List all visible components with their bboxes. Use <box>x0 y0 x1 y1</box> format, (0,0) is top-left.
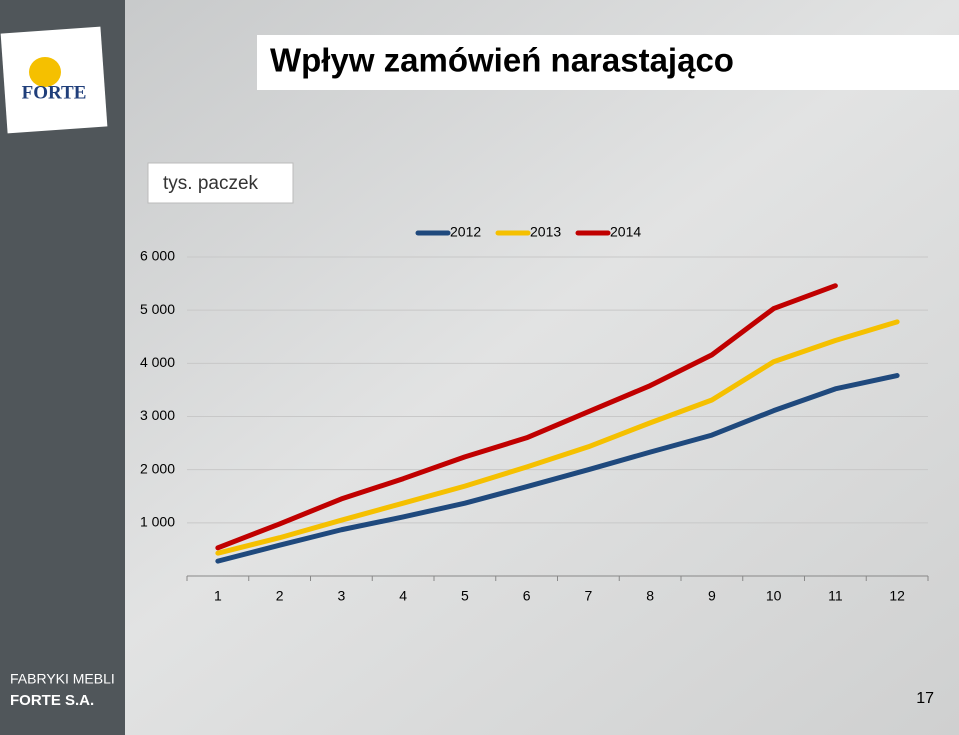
x-tick-label: 4 <box>399 588 407 604</box>
y-tick-label: 4 000 <box>140 354 175 370</box>
x-tick-label: 11 <box>828 588 843 604</box>
page-number: 17 <box>916 690 934 707</box>
y-tick-label: 1 000 <box>140 514 175 530</box>
x-tick-label: 1 <box>214 588 222 604</box>
logo-text: FORTE <box>22 82 87 103</box>
y-tick-label: 6 000 <box>140 248 175 264</box>
x-tick-label: 3 <box>337 588 345 604</box>
company-line2: FORTE S.A. <box>10 692 94 709</box>
x-tick-label: 12 <box>889 588 905 604</box>
x-tick-label: 10 <box>766 588 782 604</box>
y-tick-label: 5 000 <box>140 301 175 317</box>
x-tick-label: 9 <box>708 588 716 604</box>
series-line <box>215 373 900 564</box>
slide-title: Wpływ zamówień narastająco <box>270 42 734 79</box>
legend-label: 2014 <box>610 224 641 240</box>
legend-label: 2012 <box>450 224 481 240</box>
x-tick-label: 6 <box>523 588 531 604</box>
x-tick-label: 2 <box>276 588 284 604</box>
x-tick-label: 5 <box>461 588 469 604</box>
unit-box <box>147 162 294 204</box>
legend-label: 2013 <box>530 224 561 240</box>
y-tick-label: 2 000 <box>140 460 175 476</box>
company-line1: FABRYKI MEBLI <box>10 671 115 687</box>
series-line <box>215 319 900 556</box>
logo-elephant <box>29 57 61 87</box>
x-tick-label: 7 <box>584 588 592 604</box>
x-tick-label: 8 <box>646 588 654 604</box>
y-axis-label: tys. paczek <box>163 173 259 194</box>
y-tick-label: 3 000 <box>140 407 175 423</box>
title-box <box>257 35 959 90</box>
series-line <box>215 283 838 551</box>
